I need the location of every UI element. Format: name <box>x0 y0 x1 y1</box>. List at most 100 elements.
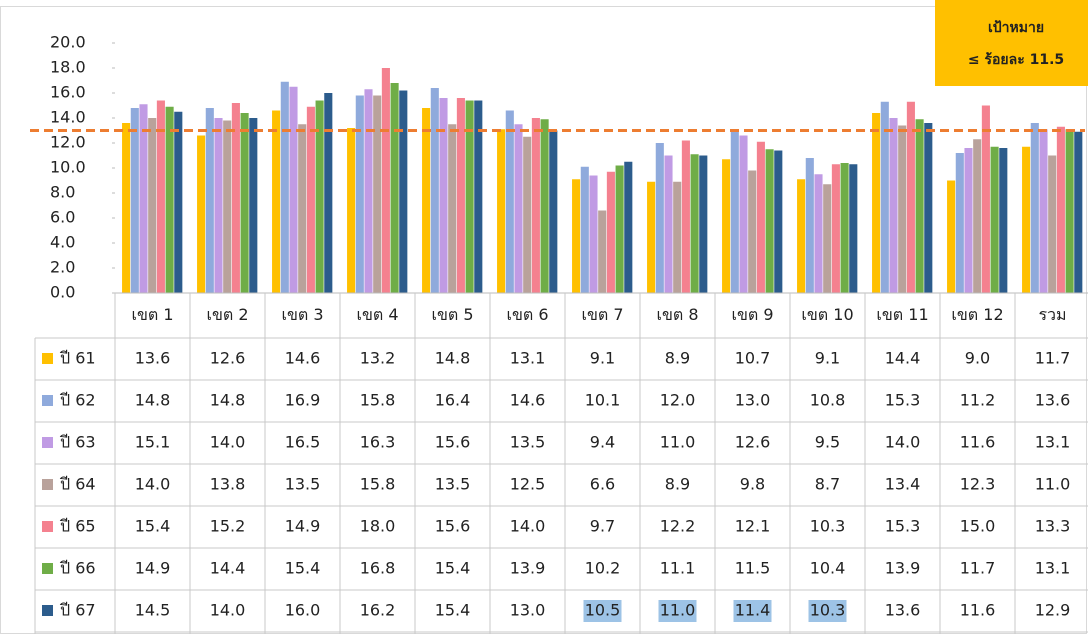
table-value: 12.5 <box>510 475 546 494</box>
bar <box>214 118 223 293</box>
legend-label: ปี 66 <box>60 559 96 578</box>
bar <box>231 103 240 293</box>
table-value: 12.2 <box>660 517 696 536</box>
table-value: 18.0 <box>360 517 396 536</box>
table-value: 15.8 <box>360 391 396 410</box>
table-value: 15.2 <box>210 517 246 536</box>
category-label: เขต 5 <box>431 305 473 324</box>
bar <box>148 118 157 293</box>
table-value: 11.6 <box>960 433 996 452</box>
bar <box>1056 126 1065 293</box>
table-value: 11.7 <box>1035 349 1071 368</box>
table-value: 16.4 <box>435 391 471 410</box>
bar <box>272 110 281 293</box>
bar <box>1065 129 1074 293</box>
category-label: เขต 7 <box>581 305 623 324</box>
table-value: 15.6 <box>435 517 471 536</box>
table-value: 8.9 <box>665 349 690 368</box>
bar <box>947 180 956 293</box>
table-value: 14.6 <box>510 391 546 410</box>
legend-key <box>42 353 53 364</box>
bar <box>1030 123 1039 293</box>
bar <box>840 163 849 293</box>
bar <box>240 113 249 293</box>
table-value: 16.5 <box>285 433 321 452</box>
table-value: 14.0 <box>510 517 546 536</box>
bar <box>474 100 483 293</box>
category-label: เขต 6 <box>506 305 548 324</box>
table-value: 10.3 <box>810 517 846 536</box>
table-value: 11.4 <box>735 601 771 620</box>
bar <box>139 104 148 293</box>
table-value: 9.4 <box>590 433 615 452</box>
bar <box>681 140 690 293</box>
table-value: 12.0 <box>660 391 696 410</box>
bar <box>673 181 682 293</box>
bar <box>606 171 615 293</box>
y-tick-label: 14.0 <box>50 108 86 127</box>
bar <box>572 179 581 293</box>
bar <box>324 93 333 293</box>
bar <box>730 130 739 293</box>
bar <box>448 124 457 293</box>
category-label: เขต 3 <box>281 305 323 324</box>
legend-key <box>42 395 53 406</box>
bar <box>831 164 840 293</box>
bar <box>1048 155 1057 293</box>
table-value: 14.6 <box>285 349 321 368</box>
table-value: 11.5 <box>735 559 771 578</box>
bar <box>964 148 973 293</box>
table-value: 13.0 <box>735 391 771 410</box>
bar <box>774 150 783 293</box>
table-value: 14.9 <box>285 517 321 536</box>
bar <box>655 143 664 293</box>
bar <box>540 119 549 293</box>
bar <box>165 106 174 293</box>
table-value: 16.9 <box>285 391 321 410</box>
bar <box>381 68 390 293</box>
category-label: เขต 9 <box>731 305 773 324</box>
bar <box>722 159 731 293</box>
bar <box>814 174 823 293</box>
table-value: 12.6 <box>210 349 246 368</box>
table-value: 13.3 <box>1035 517 1071 536</box>
bar <box>589 175 598 293</box>
table-value: 14.8 <box>435 349 471 368</box>
bar <box>849 164 858 293</box>
table-value: 14.9 <box>135 559 171 578</box>
bar <box>430 88 439 293</box>
table-value: 13.1 <box>1035 559 1071 578</box>
bar <box>289 86 298 293</box>
table-value: 15.3 <box>885 391 921 410</box>
table-value: 12.1 <box>735 517 771 536</box>
bar <box>990 146 999 293</box>
bar <box>756 141 765 293</box>
table-value: 15.3 <box>885 517 921 536</box>
bar <box>505 110 514 293</box>
bar <box>197 135 206 293</box>
bar <box>955 153 964 293</box>
bar <box>130 108 139 293</box>
y-tick-label: 12.0 <box>50 133 86 152</box>
table-value: 15.4 <box>435 559 471 578</box>
legend-label: ปี 61 <box>60 349 96 368</box>
table-value: 13.8 <box>210 475 246 494</box>
bar <box>880 101 889 293</box>
bar <box>981 105 990 293</box>
bar <box>298 124 307 293</box>
highlight-cell <box>733 600 772 622</box>
bar <box>598 210 607 293</box>
table-value: 16.0 <box>285 601 321 620</box>
table-value: 15.0 <box>960 517 996 536</box>
table-value: 14.8 <box>210 391 246 410</box>
table-value: 13.0 <box>510 601 546 620</box>
table-value: 14.5 <box>135 601 171 620</box>
y-tick-label: 8.0 <box>50 183 75 202</box>
bar <box>889 118 898 293</box>
table-value: 15.4 <box>135 517 171 536</box>
bar <box>624 161 633 293</box>
bar <box>915 119 924 293</box>
table-value: 13.9 <box>885 559 921 578</box>
table-value: 14.8 <box>135 391 171 410</box>
